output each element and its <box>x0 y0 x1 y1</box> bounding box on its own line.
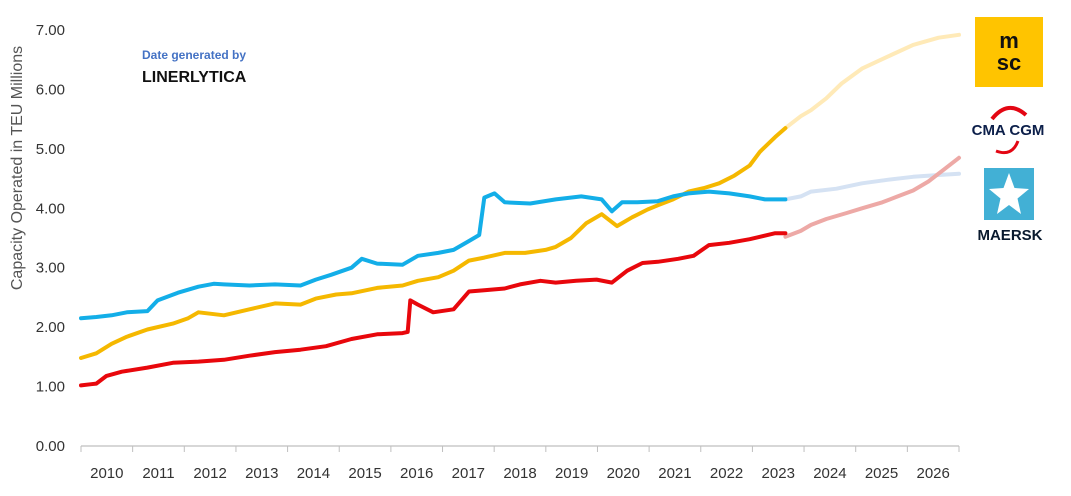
series-line-cma <box>79 231 788 388</box>
svg-text:sc: sc <box>997 50 1021 75</box>
x-tick-label: 2024 <box>813 465 846 482</box>
source-caption: Date generated by <box>142 48 246 62</box>
x-tick-label: 2020 <box>607 465 640 482</box>
x-tick-label: 2021 <box>658 465 691 482</box>
x-tick-label: 2019 <box>555 465 588 482</box>
y-tick-label: 1.00 <box>36 379 65 396</box>
x-tick-label: 2012 <box>193 465 226 482</box>
x-tick-label: 2026 <box>916 465 949 482</box>
x-tick-label: 2015 <box>348 465 381 482</box>
y-tick-label: 3.00 <box>36 260 65 277</box>
maersk-logo-mark: MAERSK <box>977 168 1043 244</box>
series-line-maersk-forecast <box>783 171 961 202</box>
x-tick-label: 2014 <box>297 465 330 482</box>
x-tick-label: 2013 <box>245 465 278 482</box>
y-tick-label: 7.00 <box>36 22 65 39</box>
series-line-msc <box>79 126 788 360</box>
series-line-cma-forecast <box>783 155 961 239</box>
x-tick-label: 2010 <box>90 465 123 482</box>
x-tick-label: 2022 <box>710 465 743 482</box>
y-tick-label: 6.00 <box>36 81 65 98</box>
x-tick-label: 2011 <box>142 465 174 482</box>
x-tick-label: 2023 <box>762 465 795 482</box>
plot-area <box>79 32 961 388</box>
cma-cgm-logo-mark: CMA CGM <box>972 106 1045 155</box>
msc-logo: m sc <box>975 17 1043 87</box>
y-axis: 0.00 1.00 2.00 3.00 4.00 5.00 6.00 7.00 <box>36 22 65 455</box>
maersk-logo: MAERSK <box>958 168 1062 248</box>
cma-cgm-logo: CMA CGM <box>962 103 1054 157</box>
y-tick-label: 0.00 <box>36 438 65 455</box>
source-name: LINERLYTICA <box>142 69 247 86</box>
svg-text:MAERSK: MAERSK <box>977 227 1042 244</box>
y-tick-label: 2.00 <box>36 319 65 336</box>
msc-logo-mark: m sc <box>997 28 1021 75</box>
y-tick-label: 4.00 <box>36 200 65 217</box>
x-axis: 2010 2011 2012 2013 2014 2015 2016 2017 2018 2019… <box>80 445 960 482</box>
y-tick-label: 5.00 <box>36 141 65 158</box>
y-axis-label: Capacity Operated in TEU Millions <box>9 46 26 290</box>
svg-text:m: m <box>999 28 1019 53</box>
x-tick-label: 2017 <box>452 465 485 482</box>
x-tick-label: 2016 <box>400 465 433 482</box>
svg-text:CMA CGM: CMA CGM <box>972 122 1045 139</box>
x-tick-label: 2025 <box>865 465 898 482</box>
series-line-maersk <box>79 189 788 321</box>
x-tick-label: 2018 <box>503 465 536 482</box>
series-line-msc-forecast <box>783 32 961 131</box>
